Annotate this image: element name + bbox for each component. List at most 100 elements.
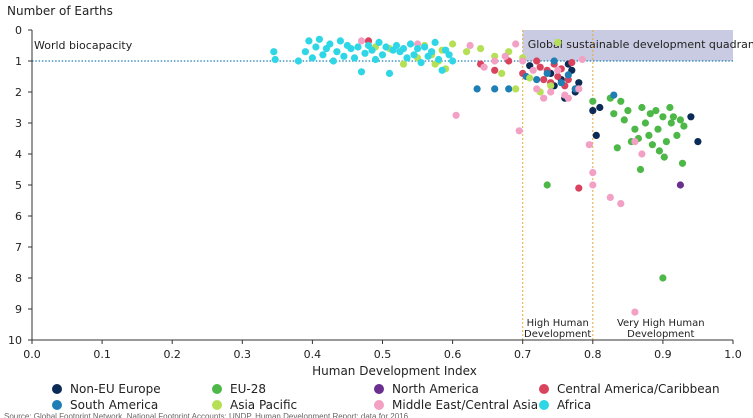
legend-marker-7 (539, 400, 549, 410)
y-tick-label-4: 4 (15, 148, 22, 161)
point-6-5 (491, 57, 499, 65)
vertical-line-label-1-line1: Very High Human (617, 318, 705, 329)
point-7-16 (347, 45, 355, 53)
x-tick-label-7: 0.7 (514, 348, 532, 361)
point-7-8 (319, 51, 327, 59)
point-4-4 (533, 76, 541, 84)
point-0-11 (596, 103, 604, 112)
point-6-23 (617, 200, 625, 208)
legend-label-2: North America (392, 382, 479, 396)
point-1-19 (655, 147, 664, 155)
y-tick-label-8: 8 (15, 272, 22, 285)
vertical-line-label-0-line1: High Human (527, 318, 589, 329)
point-6-2 (452, 111, 460, 119)
point-6-7 (512, 40, 520, 48)
point-7-22 (368, 46, 376, 54)
point-7-32 (403, 54, 411, 62)
point-7-36 (417, 59, 425, 67)
point-7-33 (406, 40, 415, 48)
point-7-2 (294, 57, 302, 65)
data-points (270, 35, 702, 316)
point-4-8 (564, 71, 572, 79)
point-6-26 (631, 308, 639, 316)
point-7-29 (392, 41, 401, 50)
point-7-6 (312, 43, 320, 51)
point-7-26 (382, 43, 390, 51)
point-7-45 (449, 57, 457, 65)
point-7-10 (326, 40, 334, 48)
point-3-15 (568, 59, 576, 67)
point-5-16 (512, 85, 520, 93)
point-0-8 (575, 79, 583, 87)
y-tick-label-3: 3 (15, 117, 22, 130)
point-1-3 (610, 110, 618, 118)
point-3-17 (575, 184, 583, 192)
point-1-13 (641, 119, 650, 127)
point-7-18 (354, 43, 362, 51)
point-1-11 (636, 165, 645, 174)
point-7-4 (305, 37, 313, 45)
point-1-21 (660, 153, 668, 161)
point-1-0 (543, 181, 551, 189)
point-7-42 (438, 66, 446, 74)
point-4-5 (543, 69, 551, 77)
point-4-1 (491, 85, 499, 93)
y-tick-label-1: 1 (15, 55, 22, 68)
point-1-26 (673, 131, 681, 139)
point-7-25 (378, 51, 387, 59)
x-tick-label-8: 0.8 (584, 348, 602, 361)
point-1-30 (659, 274, 667, 282)
point-3-6 (536, 63, 544, 71)
point-7-35 (414, 45, 422, 53)
y-tick-label-0: 0 (15, 24, 22, 37)
point-1-25 (669, 113, 678, 121)
point-1-12 (638, 103, 646, 112)
point-1-9 (631, 125, 639, 133)
point-6-14 (554, 66, 562, 74)
vertical-line-label-0-line2: Development (524, 329, 591, 340)
legend-item-7: Africa (539, 397, 739, 413)
legend-item-1: EU-28 (212, 381, 374, 397)
legend-item-2: North America (374, 381, 539, 397)
point-6-16 (564, 94, 572, 102)
legend-label-7: Africa (557, 398, 592, 412)
point-7-23 (371, 55, 380, 64)
x-tick-label-10: 1.0 (724, 348, 742, 361)
x-tick-label-6: 0.6 (444, 348, 462, 361)
point-5-2 (399, 60, 408, 68)
point-6-13 (547, 88, 555, 96)
point-3-11 (554, 72, 562, 81)
point-5-11 (463, 48, 471, 56)
point-7-11 (329, 57, 337, 65)
point-7-14 (340, 52, 348, 60)
x-tick-label-2: 0.2 (163, 348, 181, 361)
point-4-6 (550, 57, 558, 65)
point-0-13 (694, 138, 702, 146)
point-7-31 (399, 45, 408, 53)
point-7-5 (308, 54, 316, 62)
point-7-24 (375, 38, 383, 47)
point-1-28 (678, 159, 687, 167)
point-6-4 (480, 63, 488, 71)
point-7-3 (301, 48, 309, 56)
point-7-1 (271, 55, 279, 64)
point-4-10 (610, 91, 618, 99)
point-6-18 (578, 55, 586, 64)
point-7-34 (410, 51, 418, 59)
legend-marker-4 (52, 400, 62, 410)
point-6-10 (529, 66, 537, 74)
point-7-44 (445, 51, 453, 59)
point-3-7 (540, 76, 548, 84)
point-6-21 (589, 181, 597, 189)
legend: Non-EU Europe EU-28 North America Central A… (52, 381, 752, 413)
point-7-40 (431, 38, 439, 47)
point-7-27 (385, 69, 394, 77)
y-tick-label-9: 9 (15, 303, 22, 316)
point-6-20 (589, 169, 597, 177)
legend-marker-3 (539, 384, 549, 394)
legend-label-3: Central America/Caribbean (557, 382, 720, 396)
x-tick-label-1: 0.1 (93, 348, 111, 361)
point-7-7 (315, 35, 323, 43)
point-7-41 (435, 55, 443, 64)
legend-label-4: South America (70, 398, 159, 412)
